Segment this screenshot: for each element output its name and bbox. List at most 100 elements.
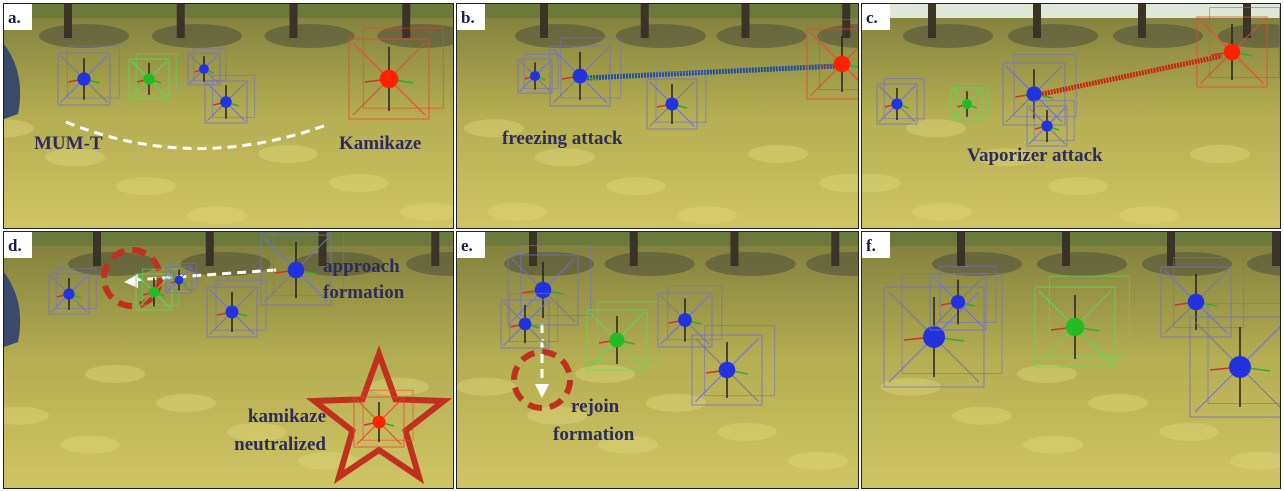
shadow: [293, 252, 384, 276]
ground-patch: [85, 364, 145, 383]
panel: approach formation kamikaze neutralized d.: [3, 231, 454, 489]
drone-core: [143, 73, 155, 85]
drone-frame: [876, 83, 918, 125]
tree-trunk: [289, 4, 298, 38]
freeze-beam: [586, 63, 838, 81]
tree-trunk: [831, 232, 840, 266]
shadow: [264, 24, 355, 48]
ground-patch: [717, 422, 777, 441]
shadow: [515, 24, 605, 48]
drone-core: [1223, 43, 1241, 61]
shadow: [615, 24, 706, 48]
drone-core: [923, 326, 945, 348]
ground-patch: [912, 202, 972, 221]
drone-frame: [353, 396, 405, 448]
annotation: formation: [323, 282, 405, 303]
drone-frame: [646, 78, 698, 130]
ground-patch: [906, 119, 966, 138]
drone-frame: [691, 334, 763, 406]
ground-patch: [748, 144, 808, 163]
tree-trunk: [957, 232, 965, 266]
ground-patch: [187, 206, 247, 225]
scene: freezing attack b.: [457, 4, 858, 228]
dashed-circle: [511, 349, 573, 411]
ground-patch: [677, 206, 737, 225]
ground-patch: [487, 202, 547, 221]
drone-frame: [206, 286, 258, 338]
ground-patch: [1119, 206, 1179, 225]
annotation: rejoin: [571, 396, 620, 417]
sky: [4, 232, 453, 246]
shadow: [932, 252, 1022, 276]
annotation: neutralized: [234, 434, 326, 455]
drone-frame: [520, 245, 592, 317]
ground-patch: [819, 173, 858, 192]
sky: [4, 4, 453, 18]
shadow: [377, 24, 453, 48]
drone-frame: [500, 299, 550, 349]
drone-frame: [348, 38, 430, 120]
drone-frame: [57, 52, 111, 106]
label-box: [4, 232, 32, 258]
drone-frame: [586, 309, 648, 371]
tree-trunk: [176, 4, 185, 38]
annotation: freezing attack: [502, 128, 623, 149]
ground-patch: [1159, 422, 1219, 441]
tree-trunk: [928, 4, 936, 38]
drone-frame: [362, 27, 444, 109]
drone-frame: [950, 87, 984, 121]
shadow: [705, 252, 796, 276]
drone-frame: [819, 19, 858, 91]
tree-trunk: [1138, 4, 1146, 38]
ground-patch: [575, 364, 635, 383]
drone-core: [77, 72, 91, 86]
drone-core: [718, 361, 736, 379]
drone-frame: [1189, 316, 1280, 418]
ground-patch: [4, 119, 34, 138]
tree-trunk: [629, 232, 638, 266]
drone-core: [225, 305, 239, 319]
drone-core: [609, 332, 625, 348]
drone-frame: [362, 389, 414, 441]
ground-patch: [1230, 451, 1280, 470]
tree-trunk: [842, 4, 851, 38]
drone-frame: [165, 266, 193, 294]
drone-frame: [806, 28, 858, 100]
drone-frame: [212, 74, 256, 118]
dashed-arrow: [65, 120, 330, 150]
drone-frame: [204, 80, 248, 124]
ground-patch: [598, 435, 658, 454]
ground-patch: [606, 177, 666, 196]
panel: Vaporizer attack c.: [861, 3, 1281, 229]
annotation: formation: [553, 424, 635, 445]
ground-patch: [457, 377, 516, 396]
drone-core: [1065, 317, 1085, 337]
drone-frame: [128, 58, 170, 100]
drone-core: [199, 64, 209, 74]
drone-frame: [55, 268, 97, 310]
scene: approach formation kamikaze neutralized d.: [4, 232, 453, 488]
arrow-head: [535, 384, 549, 398]
drone-frame: [507, 254, 579, 326]
shadow: [180, 252, 271, 276]
tree-trunk: [1167, 232, 1175, 266]
ground-patch: [646, 393, 706, 412]
panel: freezing attack b.: [456, 3, 859, 229]
panel-label: e.: [461, 236, 473, 255]
tree-trunk: [93, 232, 101, 266]
label-box: [862, 232, 890, 258]
drone-core: [1229, 356, 1251, 378]
shadow: [1113, 24, 1203, 48]
scene: Vaporizer attack c.: [862, 4, 1280, 228]
scene: MUM-T Kamikaze a.: [4, 4, 453, 228]
drone-core: [665, 97, 679, 111]
shadow: [1008, 24, 1098, 48]
drone-frame: [187, 52, 221, 86]
shadow: [604, 252, 695, 276]
label-box: [862, 4, 890, 30]
drone-core: [63, 288, 75, 300]
ground-patch: [1048, 177, 1108, 196]
shadow: [1142, 252, 1232, 276]
drone-frame: [1048, 275, 1130, 357]
drone-frame: [560, 37, 622, 99]
